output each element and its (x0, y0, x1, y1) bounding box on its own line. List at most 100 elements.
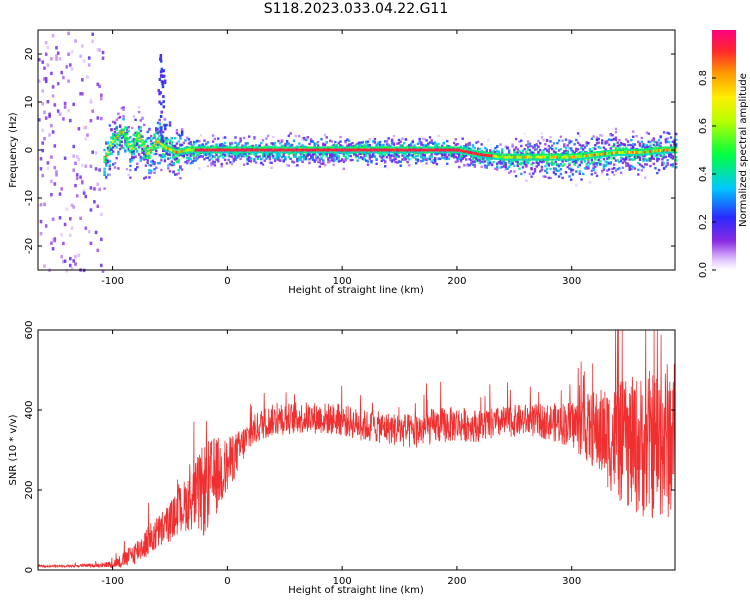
spectrogram-cell (661, 158, 664, 161)
spectrogram-peak-cell (502, 155, 506, 159)
spectrogram-halo-cell (108, 145, 111, 148)
spectrogram-cell (504, 168, 507, 171)
spectrogram-cell (556, 142, 559, 145)
spectrogram-halo-cell (125, 136, 129, 139)
spectrogram-halo-cell (118, 135, 122, 138)
spectrogram-halo-cell (489, 152, 492, 155)
spectrogram-cell (310, 156, 313, 159)
spectrogram-cell (492, 161, 495, 164)
spectrogram-cell (568, 163, 571, 167)
spectrogram-cell (344, 155, 347, 159)
spectrogram-peak-cell (413, 148, 416, 152)
spectrogram-cell (384, 165, 387, 168)
spectrogram-peak-cell (652, 149, 655, 153)
spectrogram-halo-cell (378, 151, 382, 154)
spectrogram-peak-cell (351, 148, 354, 152)
spectrogram-peak-cell (644, 150, 647, 154)
spectrogram-halo-cell (329, 151, 332, 154)
spectrogram-cell (473, 163, 476, 167)
spectrogram-cell (115, 125, 118, 129)
spectrogram-cell (482, 160, 485, 164)
spectrogram-cell (397, 160, 401, 164)
spectrogram-cell (570, 168, 573, 172)
spectrogram-cell (55, 170, 58, 174)
spectrogram-cell (289, 132, 292, 135)
spectrogram-peak-cell (578, 155, 581, 158)
spectrogram-peak-cell (172, 149, 175, 153)
spectrogram-cell (122, 115, 125, 118)
spectrogram-cell (165, 142, 168, 145)
spectrogram-halo-cell (318, 146, 321, 149)
spectrogram-cell (656, 153, 659, 156)
spectrogram-cell (544, 175, 547, 178)
spectrogram-peak-cell (270, 148, 273, 152)
spectrogram-cell (544, 147, 547, 150)
spectrogram-halo-cell (408, 151, 411, 154)
spectrogram-cell (463, 156, 466, 159)
spectrogram-cell (377, 141, 380, 145)
spectrogram-cell (55, 46, 58, 50)
spectrogram-cell (428, 136, 432, 139)
spectrogram-cell (144, 156, 148, 159)
spectrogram-cell (177, 161, 180, 164)
spectrogram-peak-cell (497, 155, 501, 159)
spectrogram-halo-cell (211, 146, 215, 149)
spectrogram-cell (98, 84, 101, 89)
spectrogram-halo-cell (611, 149, 614, 152)
spectrogram-halo-cell (359, 151, 363, 154)
spectrogram-cell (301, 137, 304, 140)
spectrogram-peak-cell (399, 148, 402, 152)
spectrogram-halo-cell (468, 154, 471, 156)
spectrogram-cell (373, 141, 377, 144)
spectrogram-halo-cell (236, 151, 239, 154)
spectrogram-cell (468, 158, 471, 161)
spectrogram-cell (43, 77, 46, 81)
spectrogram-cell (51, 94, 55, 98)
spectrogram-cell (528, 152, 532, 155)
spectrogram-cell (535, 148, 538, 151)
spectrogram-cell (662, 162, 666, 165)
spectrogram-peak-cell (480, 153, 483, 157)
spectrogram-halo-cell (526, 158, 530, 161)
spectrogram-cell (246, 157, 249, 160)
spectrogram-halo-cell (619, 148, 623, 151)
spectrogram-halo-cell (526, 153, 530, 156)
spectrogram-halo-cell (523, 153, 526, 156)
spectrogram-cell (294, 152, 297, 156)
spectrogram-peak-cell (375, 148, 378, 152)
spectrogram-cell (163, 118, 167, 121)
spectrogram-cell (113, 121, 117, 124)
spectrogram-halo-cell (650, 147, 654, 150)
spectrogram-cell (399, 164, 402, 167)
spectrogram-cell (248, 159, 251, 162)
spectrogram-peak-cell (614, 151, 618, 155)
spectrogram-cell (501, 165, 504, 169)
spectrogram-halo-cell (482, 151, 485, 154)
spectrogram-cell (270, 166, 273, 169)
spectrogram-cell (434, 144, 437, 147)
spectrogram-cell (633, 155, 637, 159)
spectrogram-cell (179, 166, 182, 170)
spectrogram-halo-cell (217, 151, 220, 154)
spectrogram-cell (105, 162, 108, 165)
spectrogram-cell (532, 151, 535, 154)
spectrogram-cell (528, 144, 532, 148)
spectrogram-cell (218, 144, 222, 147)
spectrogram-cell (337, 156, 340, 159)
spectrogram-cell (208, 158, 211, 162)
spectrogram-cell (334, 140, 337, 144)
spectrogram-halo-cell (580, 157, 583, 160)
snr-series-line (37, 330, 676, 569)
spectrogram-cell (418, 141, 421, 144)
spectrogram-cell (323, 152, 327, 155)
spectrogram-cell (664, 165, 668, 168)
spectrogram-cell (270, 142, 273, 145)
spectrogram-halo-cell (151, 149, 154, 151)
spectrogram-halo-cell (292, 151, 296, 154)
spectrogram-cell (613, 144, 616, 147)
spectrogram-halo-cell (595, 151, 599, 153)
x-tick-label: -100 (101, 576, 124, 587)
spectrogram-cell (568, 167, 571, 170)
spectrogram-cell (547, 164, 550, 167)
spectrogram-cell (72, 259, 75, 263)
